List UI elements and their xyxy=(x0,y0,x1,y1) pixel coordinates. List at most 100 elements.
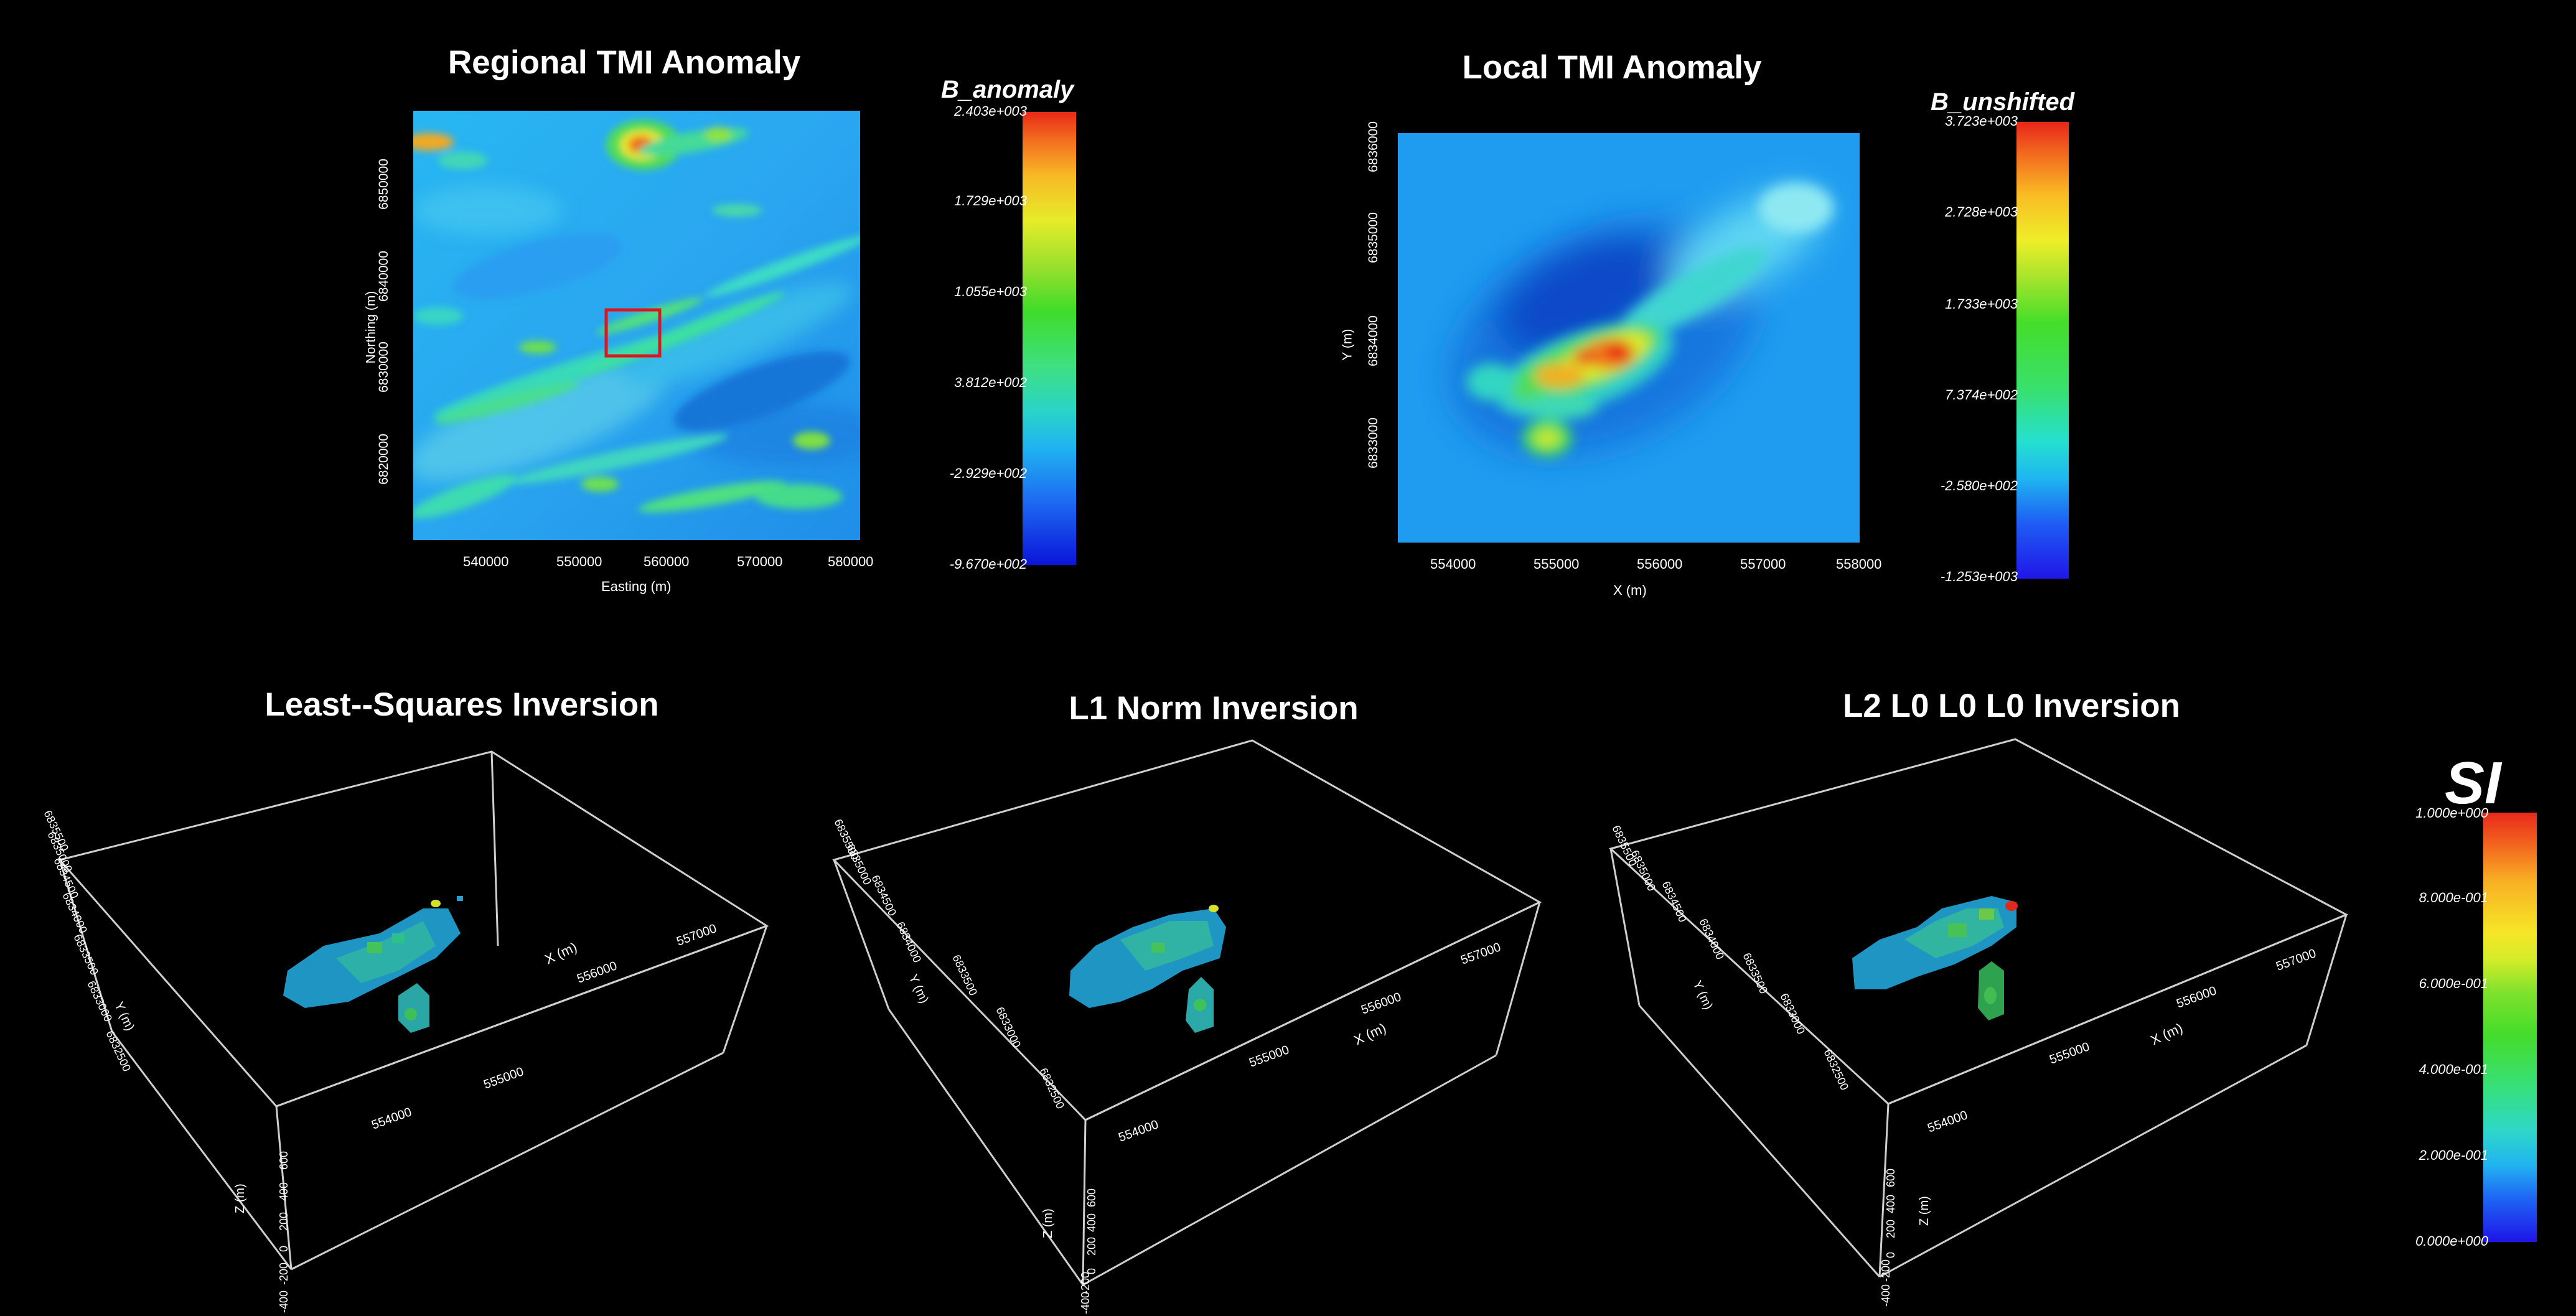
local-xlabel: X (m) xyxy=(1613,582,1647,598)
regional-anomaly-image xyxy=(413,111,860,540)
model-body-l1 xyxy=(1069,905,1226,1033)
local-cb-tick-1: 2.728e+003 xyxy=(1945,204,2018,220)
p3-ytick-4: 6834500 xyxy=(1659,879,1689,924)
p1-ztick-4: -200 xyxy=(278,1262,290,1285)
p2-ytick-3: 6834000 xyxy=(894,920,924,964)
inversion-panel-l2l0 xyxy=(1608,738,2349,1278)
p3-xlabel: X (m) xyxy=(2148,1020,2185,1048)
si-cb-tick-0: 1.000e+000 xyxy=(2415,805,2488,821)
p2-zlabel: Z (m) xyxy=(1041,1208,1055,1238)
si-cb-tick-5: 0.000e+000 xyxy=(2415,1233,2488,1249)
local-xtick-4: 558000 xyxy=(1836,556,1882,572)
regional-colorbar xyxy=(1023,112,1076,565)
p2-xtick-3: 557000 xyxy=(1459,940,1502,968)
local-colorbar-title: B_unshifted xyxy=(1931,88,2075,116)
inversion-panel-l1 xyxy=(832,739,1542,1286)
regional-cb-tick-2: 1.055e+003 xyxy=(954,284,1027,299)
p3-xtick-1: 555000 xyxy=(2048,1040,2091,1067)
selection-box xyxy=(604,308,662,358)
local-ytick-2: 6834000 xyxy=(1365,315,1380,366)
regional-cb-tick-5: -9.670e+002 xyxy=(949,556,1027,572)
p3-zlabel: Z (m) xyxy=(1918,1196,1931,1226)
local-cb-tick-3: 7.374e+002 xyxy=(1945,387,2018,403)
regional-ytick-3: 6820000 xyxy=(376,434,391,485)
p1-ztick-2: 200 xyxy=(278,1212,290,1231)
p1-xtick-1: 555000 xyxy=(482,1065,525,1092)
regional-ytick-2: 6830000 xyxy=(376,342,391,393)
local-cb-tick-0: 3.723e+003 xyxy=(1945,113,2018,129)
local-title: Local TMI Anomaly xyxy=(1462,49,1762,86)
local-cb-tick-2: 1.733e+003 xyxy=(1945,296,2018,312)
p1-ytick-2: 6833500 xyxy=(71,932,101,977)
local-cb-tick-5: -1.253e+003 xyxy=(1940,569,2018,584)
p2-ztick-2: 200 xyxy=(1085,1237,1098,1256)
p1-ylabel: Y (m) xyxy=(111,1000,136,1033)
si-colorbar xyxy=(2483,813,2537,1242)
si-cb-tick-1: 8.000e-001 xyxy=(2419,890,2488,905)
p2-xtick-1: 555000 xyxy=(1247,1043,1291,1070)
p3-xtick-0: 554000 xyxy=(1926,1108,1969,1136)
p3-xtick-2: 556000 xyxy=(2175,984,2218,1011)
regional-xtick-4: 580000 xyxy=(828,554,874,569)
si-colorbar-title: SI xyxy=(2445,750,2501,816)
p1-ytick-0: 6832500 xyxy=(103,1029,133,1073)
p1-ztick-0: 600 xyxy=(278,1151,290,1170)
p1-ztick-5: -400 xyxy=(278,1290,290,1313)
regional-cb-tick-1: 1.729e+003 xyxy=(954,193,1027,208)
p1-xlabel: X (m) xyxy=(543,939,579,967)
inversion-panel-least-squares xyxy=(58,750,769,1271)
p2-ztick-3: 0 xyxy=(1085,1268,1098,1274)
p2-ytick-1: 6833000 xyxy=(993,1005,1023,1050)
si-cb-tick-3: 4.000e-001 xyxy=(2419,1062,2488,1077)
p2-ytick-6: 6835500 xyxy=(831,817,861,862)
local-cb-tick-4: -2.580e+002 xyxy=(1940,478,2018,493)
regional-ytick-0: 6850000 xyxy=(376,159,391,210)
p3-ytick-0: 6832500 xyxy=(1821,1047,1851,1092)
regional-ytick-1: 6840000 xyxy=(376,251,391,302)
si-cb-tick-2: 6.000e-001 xyxy=(2419,976,2488,991)
p2-xtick-2: 556000 xyxy=(1359,990,1403,1017)
p2-xlabel: X (m) xyxy=(1352,1020,1389,1048)
regional-cb-tick-4: -2.929e+002 xyxy=(949,465,1027,481)
regional-cb-tick-3: 3.812e+002 xyxy=(954,375,1027,390)
local-xtick-0: 554000 xyxy=(1430,556,1476,572)
regional-xtick-1: 550000 xyxy=(556,554,602,569)
p3-ztick-5: -400 xyxy=(1880,1284,1892,1307)
p2-xtick-0: 554000 xyxy=(1117,1118,1160,1145)
p2-ztick-5: -400 xyxy=(1079,1292,1092,1314)
local-ytick-3: 6833000 xyxy=(1365,418,1380,469)
p2-ytick-0: 6832500 xyxy=(1037,1066,1067,1111)
local-ylabel: Y (m) xyxy=(1340,329,1355,361)
local-anomaly-image xyxy=(1398,133,1860,543)
p3-ztick-0: 600 xyxy=(1885,1169,1897,1187)
regional-xtick-3: 570000 xyxy=(737,554,783,569)
local-xtick-3: 557000 xyxy=(1740,556,1786,572)
local-ytick-0: 6836000 xyxy=(1365,121,1380,172)
model-body-least-squares xyxy=(283,896,463,1033)
regional-title: Regional TMI Anomaly xyxy=(447,44,801,81)
p3-ytick-1: 6833000 xyxy=(1777,991,1807,1036)
local-ytick-1: 6835000 xyxy=(1365,212,1380,263)
p1-ztick-3: 0 xyxy=(278,1246,290,1252)
p1-xtick-0: 554000 xyxy=(370,1105,413,1132)
regional-xtick-2: 560000 xyxy=(644,554,690,569)
inversion-title-least-squares: Least--Squares Inversion xyxy=(265,686,659,723)
p1-ztick-1: 400 xyxy=(278,1182,290,1201)
p3-ztick-1: 400 xyxy=(1885,1195,1897,1213)
p3-ytick-3: 6834000 xyxy=(1697,917,1726,961)
p3-ytick-2: 6833500 xyxy=(1740,951,1770,996)
p3-ztick-3: 0 xyxy=(1885,1252,1897,1258)
p3-ylabel: Y (m) xyxy=(1690,979,1715,1012)
p3-xtick-3: 557000 xyxy=(2274,946,2318,974)
si-cb-tick-4: 2.000e-001 xyxy=(2419,1147,2488,1163)
local-colorbar xyxy=(2016,122,2069,579)
regional-xlabel: Easting (m) xyxy=(601,579,672,594)
p2-ztick-0: 600 xyxy=(1085,1188,1098,1207)
p1-xtick-3: 557000 xyxy=(675,922,718,949)
p2-ztick-4: -200 xyxy=(1079,1272,1092,1294)
inversion-3d-panels: X (m) 554000 555000 556000 557000 683250… xyxy=(41,738,2349,1314)
regional-colorbar-title: B_anomaly xyxy=(941,76,1074,103)
regional-ylabel: Northing (m) xyxy=(363,291,378,364)
regional-cb-tick-0: 2.403e+003 xyxy=(954,103,1027,119)
regional-xtick-0: 540000 xyxy=(463,554,509,569)
